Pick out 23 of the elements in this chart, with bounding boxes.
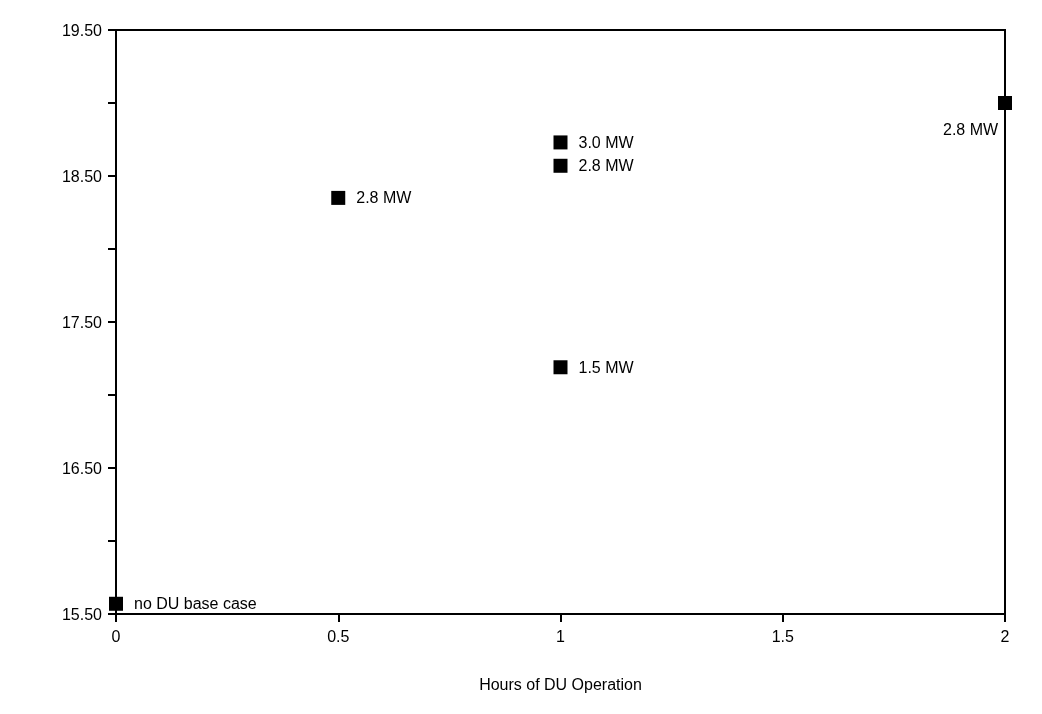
- x-tick-label: 2: [1000, 627, 1010, 645]
- x-tick-label: 0: [111, 627, 121, 645]
- annotation: 2.8 MW: [578, 157, 635, 175]
- y-tick-label: 17.50: [61, 313, 103, 331]
- annotation: 2.8 MW: [356, 189, 413, 207]
- point: [331, 190, 346, 205]
- point: [553, 135, 568, 150]
- y-tick-label: 15.50: [61, 605, 103, 623]
- annotation: 3.0 MW: [578, 133, 635, 151]
- y-tick-label: 16.50: [61, 459, 103, 477]
- annotation: 2.8 MW: [943, 120, 1000, 138]
- point: [998, 96, 1012, 110]
- x-tick-label: 1.5: [771, 627, 794, 645]
- x-axis-title: Hours of DU Operation: [479, 675, 642, 693]
- y-tick-label: 18.50: [61, 167, 103, 185]
- point: [553, 158, 568, 173]
- y-tick-label: 19.50: [61, 21, 103, 39]
- point: [109, 596, 123, 611]
- annotation: no DU base case: [134, 595, 257, 613]
- annotation: 1.5 MW: [578, 358, 635, 376]
- point: [553, 360, 568, 375]
- x-tick-label: 1: [556, 627, 566, 645]
- x-tick-label: 0.5: [327, 627, 350, 645]
